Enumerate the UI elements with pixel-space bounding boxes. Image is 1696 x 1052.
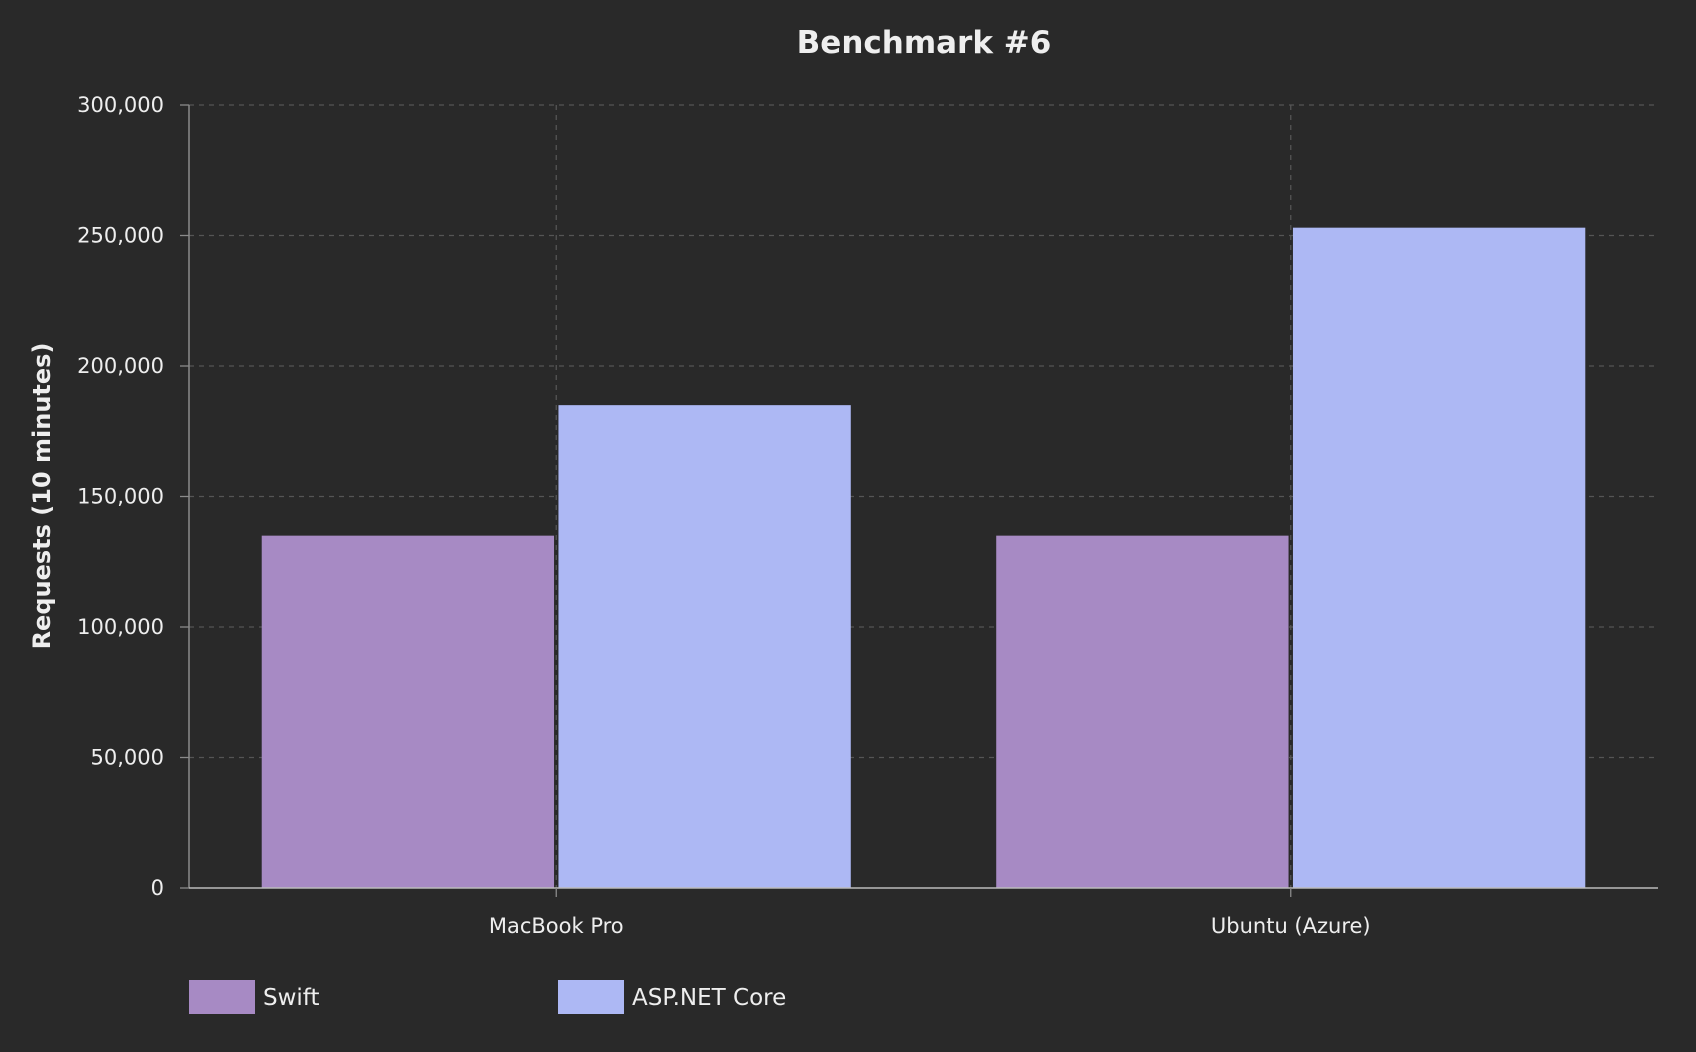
y-tick-label: 50,000 [91, 746, 164, 770]
y-tick-label: 0 [151, 876, 164, 900]
bars [261, 227, 1586, 889]
bar-asp-net-core [1292, 227, 1586, 889]
bar-swift [261, 535, 555, 888]
legend-swatch [558, 980, 624, 1014]
bar-asp-net-core [558, 405, 851, 888]
legend-label: Swift [263, 985, 320, 1011]
y-axis-label: Requests (10 minutes) [28, 343, 56, 650]
x-tick-label: Ubuntu (Azure) [1211, 914, 1371, 938]
axes: 0 50,000 100,000 150,000 200,000 250,000 300,0… [77, 93, 1658, 938]
bar-swift [996, 535, 1289, 888]
y-tick-label: 250,000 [77, 224, 164, 248]
y-tick-label: 100,000 [77, 615, 164, 639]
x-tick-label: MacBook Pro [489, 914, 624, 938]
legend: Swift ASP.NET Core [189, 980, 786, 1014]
legend-swatch [189, 980, 255, 1014]
y-tick-label: 300,000 [77, 93, 164, 117]
legend-label: ASP.NET Core [632, 985, 786, 1011]
y-tick-label: 200,000 [77, 354, 164, 378]
chart-title: Benchmark #6 [797, 25, 1052, 61]
y-tick-label: 150,000 [77, 485, 164, 509]
